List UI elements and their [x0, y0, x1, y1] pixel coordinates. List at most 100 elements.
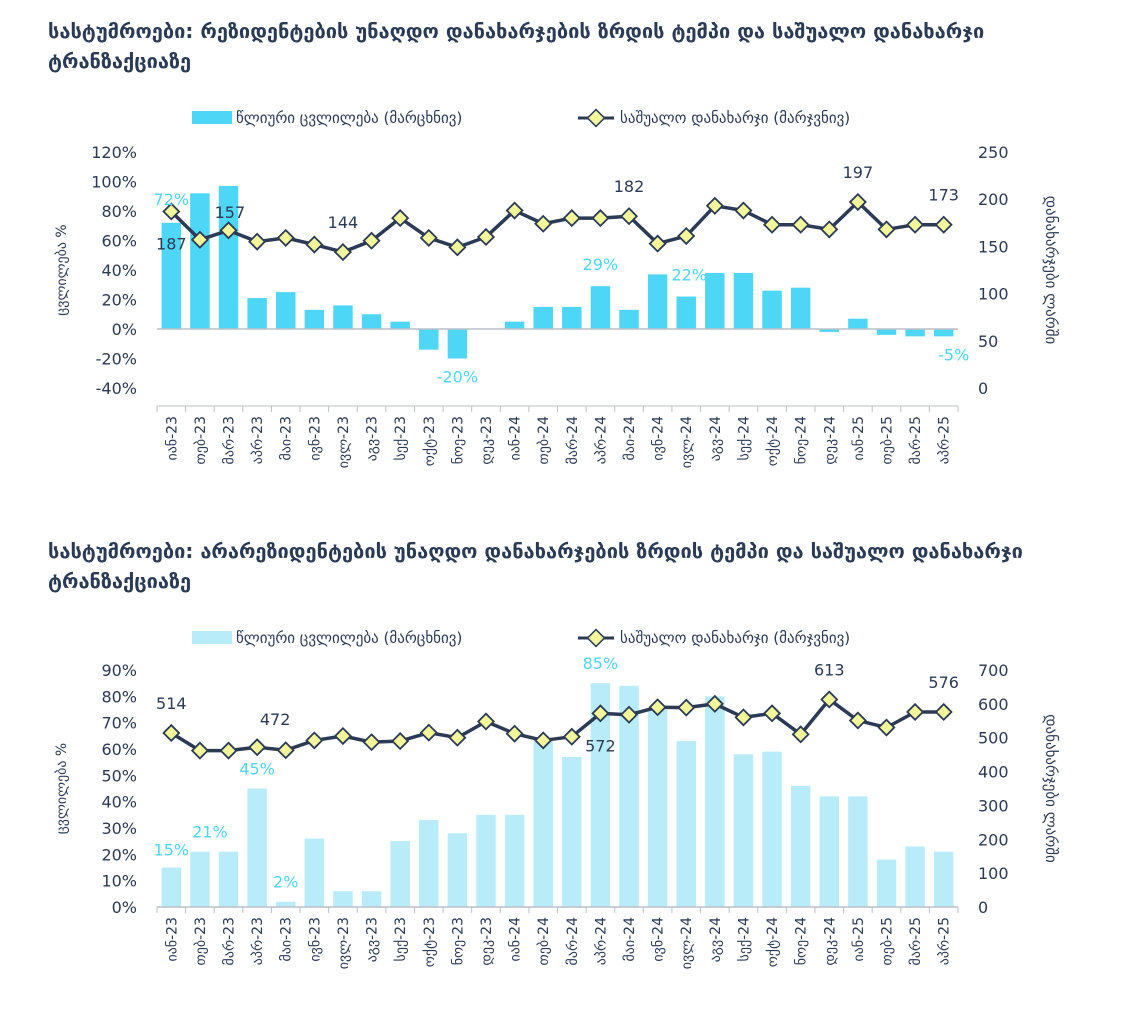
line-data-label: 576	[928, 673, 959, 692]
y-tick-label: 0%	[112, 898, 137, 917]
x-tick-label: თებ-23	[193, 416, 209, 464]
bar	[333, 305, 353, 329]
legend-bar-swatch	[192, 111, 232, 124]
y-tick-label: -40%	[96, 379, 137, 398]
bar-data-label: -20%	[437, 368, 478, 387]
y-tick-label: 40%	[101, 793, 137, 812]
line-point	[476, 712, 496, 731]
line-point	[705, 196, 724, 215]
bar	[504, 321, 525, 329]
line-data-label: 144	[328, 213, 359, 232]
x-tick-label: ივლ-24	[679, 917, 695, 969]
bar	[333, 891, 353, 907]
line-series	[170, 697, 944, 753]
bar	[876, 859, 897, 907]
line-point	[906, 215, 925, 234]
bar-data-label: 85%	[583, 654, 619, 673]
bar	[905, 846, 925, 907]
bar	[218, 851, 239, 907]
y2-tick-label: 500	[978, 729, 1009, 748]
legend-bar-swatch	[192, 631, 232, 644]
line-point	[820, 220, 839, 239]
chart-residents-svg: წლიური ცვლილება (მარცხნივ) საშუალო დანახა…	[54, 108, 1060, 468]
x-tick-label: ივლ-23	[336, 416, 352, 468]
line-point	[219, 741, 238, 760]
bar	[562, 306, 582, 329]
x-tick-label: ოქტ-24	[765, 416, 781, 466]
y2-tick-label: 200	[978, 830, 1009, 849]
x-tick-label: თებ-25	[879, 917, 895, 965]
bar	[447, 329, 468, 359]
y-tick-label: 50%	[101, 766, 137, 785]
y2-tick-label: 100	[978, 864, 1009, 883]
bar	[190, 193, 210, 329]
y-tick-label: 20%	[101, 845, 137, 864]
x-tick-label: იან-24	[508, 416, 524, 461]
line-data-label: 173	[928, 186, 959, 205]
x-tick-label: მარ-24	[564, 917, 581, 966]
legend-line-marker	[586, 628, 606, 648]
x-tick-label: თებ-25	[879, 416, 895, 464]
x-tick-label: აგვ-23	[365, 917, 381, 962]
y-axis-title: ცვლილება %	[54, 743, 70, 834]
y-tick-label: 20%	[101, 291, 137, 310]
x-tick-label: მაი-24	[622, 416, 638, 461]
legend-line-label: საშუალო დანახარჯი (მარჯვნივ)	[620, 109, 850, 127]
x-tick-label: ნოე-23	[450, 917, 466, 965]
x-tick-label: სექ-23	[393, 917, 409, 961]
bar	[276, 292, 296, 329]
bar-data-label: 15%	[154, 841, 190, 860]
bar	[848, 318, 868, 329]
line-point	[677, 698, 696, 717]
bar	[762, 751, 782, 907]
line-point	[248, 232, 267, 251]
line-point	[562, 727, 581, 746]
line-data-label: 472	[260, 710, 291, 729]
line-point	[591, 704, 610, 723]
x-tick-label: დეკ-24	[822, 917, 838, 966]
bar	[705, 696, 725, 907]
bar	[161, 867, 182, 907]
bar	[790, 785, 811, 907]
legend-bar-label: წლიური ცვლილება (მარცხნივ)	[236, 629, 462, 647]
y2-tick-label: 700	[978, 661, 1009, 680]
x-tick-label: იან-23	[164, 917, 180, 962]
x-tick-label: მარ-25	[907, 917, 924, 965]
x-tick-label: ნოე-23	[450, 416, 466, 464]
y-tick-label: 120%	[91, 143, 137, 162]
bar-data-label: 2%	[273, 873, 298, 892]
x-tick-label: მაი-23	[279, 917, 295, 962]
x-tick-label: მარ-23	[221, 917, 238, 965]
line-point	[362, 733, 381, 752]
x-tick-label: სექ-24	[736, 917, 752, 962]
y2-axis-title: დანახარჯები ლარში	[1042, 196, 1060, 345]
x-tick-label: ივნ-24	[651, 917, 667, 962]
bar	[476, 814, 496, 907]
x-tick-label: დეკ-23	[479, 416, 495, 465]
x-tick-label: მაი-23	[279, 416, 295, 461]
line-point	[219, 221, 238, 240]
x-tick-label: ივნ-23	[307, 917, 323, 962]
x-tick-label: აგვ-24	[708, 917, 724, 962]
legend-bar-label: წლიური ცვლილება (მარცხნივ)	[236, 109, 462, 127]
line-point	[705, 694, 724, 713]
x-tick-label: აგვ-24	[708, 416, 724, 461]
line-point	[190, 741, 209, 760]
y2-tick-label: 0	[978, 379, 988, 398]
line-data-label: 572	[585, 736, 616, 755]
bar	[619, 309, 639, 329]
x-tick-label: ოქტ-24	[765, 917, 781, 967]
y-tick-label: -20%	[96, 350, 137, 369]
line-point	[505, 201, 524, 220]
line-point	[305, 235, 324, 254]
bar	[419, 820, 439, 907]
line-point	[648, 234, 667, 253]
bar	[504, 814, 525, 907]
x-tick-label: მარ-23	[221, 416, 238, 464]
bar	[361, 314, 382, 329]
line-point	[791, 725, 810, 744]
line-point	[305, 731, 324, 750]
x-tick-label: თებ-24	[536, 917, 552, 966]
y-tick-label: 80%	[101, 202, 137, 221]
bar	[276, 901, 296, 907]
